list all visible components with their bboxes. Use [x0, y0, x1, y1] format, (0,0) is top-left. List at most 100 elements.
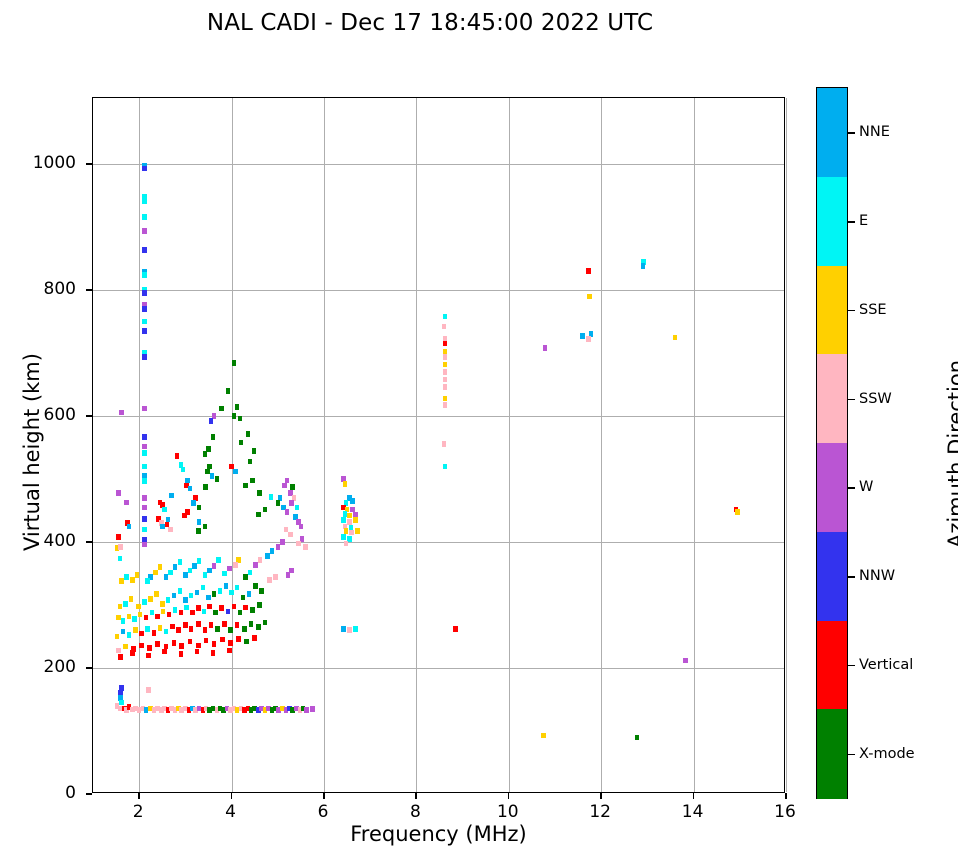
- gridline-horizontal: [93, 668, 784, 669]
- data-point: [442, 384, 448, 390]
- data-point: [296, 540, 301, 547]
- data-point: [120, 618, 126, 624]
- data-point: [196, 504, 202, 511]
- data-point: [251, 447, 257, 454]
- data-point: [143, 614, 149, 621]
- data-point: [142, 162, 147, 169]
- data-point: [130, 706, 135, 713]
- data-point: [243, 482, 248, 489]
- data-point: [213, 609, 218, 616]
- data-point: [348, 525, 354, 532]
- data-point: [234, 404, 240, 411]
- data-point: [163, 643, 169, 650]
- data-point: [171, 592, 177, 599]
- data-point: [114, 544, 120, 551]
- data-point: [310, 706, 315, 712]
- data-point: [145, 626, 150, 632]
- data-point: [290, 707, 295, 714]
- x-tick-label: 14: [681, 802, 704, 822]
- colorbar-label-e: E: [859, 213, 869, 230]
- data-point: [214, 707, 220, 714]
- data-point: [276, 707, 281, 714]
- data-point: [289, 567, 294, 574]
- data-point: [257, 490, 262, 496]
- data-point: [223, 583, 229, 589]
- data-point: [142, 526, 147, 533]
- data-point: [136, 603, 141, 610]
- x-tick-mark: [507, 793, 510, 799]
- data-point: [273, 705, 278, 712]
- data-point: [442, 395, 448, 402]
- data-point: [283, 707, 289, 714]
- data-point: [259, 588, 264, 594]
- y-tick-label: 400: [43, 531, 76, 552]
- data-point: [142, 450, 147, 457]
- data-point: [193, 707, 198, 714]
- data-point: [133, 705, 138, 712]
- data-point: [347, 512, 352, 519]
- data-point: [347, 495, 352, 501]
- data-point: [238, 439, 244, 446]
- y-tick-mark: [86, 163, 92, 165]
- data-point: [672, 334, 678, 341]
- data-point: [142, 541, 147, 548]
- data-point: [586, 336, 591, 343]
- data-point: [159, 707, 164, 714]
- colorbar-label-sse: SSE: [859, 301, 887, 318]
- data-point: [142, 350, 147, 356]
- colorbar-tick: [848, 132, 855, 134]
- colorbar-tick: [848, 221, 855, 223]
- colorbar-tick: [848, 487, 855, 489]
- data-point: [142, 495, 147, 501]
- data-point: [118, 690, 123, 697]
- data-point: [441, 441, 447, 447]
- data-point: [355, 527, 360, 534]
- data-point: [442, 340, 448, 347]
- data-point: [225, 608, 231, 615]
- colorbar: NNE E SSE SSW W NNW Vertical X-mode: [816, 87, 915, 799]
- x-tick-label: 12: [589, 802, 611, 822]
- data-point: [119, 699, 124, 706]
- data-point: [202, 627, 208, 634]
- data-point: [148, 595, 153, 602]
- data-point: [149, 609, 155, 616]
- data-point: [156, 515, 161, 522]
- data-point: [243, 604, 248, 611]
- data-point: [221, 707, 226, 714]
- data-point: [634, 734, 640, 741]
- data-point: [252, 705, 257, 712]
- data-point: [228, 640, 233, 646]
- data-point: [142, 328, 147, 334]
- data-point: [442, 369, 448, 375]
- x-tick-label: 10: [496, 802, 519, 822]
- data-point: [247, 458, 253, 465]
- data-point: [196, 621, 201, 627]
- data-point: [259, 705, 264, 712]
- colorbar-label-ssw: SSW: [859, 390, 892, 407]
- data-point: [280, 539, 285, 545]
- x-tick-label: 4: [225, 802, 236, 822]
- data-point: [294, 705, 299, 712]
- data-point: [148, 573, 153, 580]
- data-point: [222, 621, 227, 627]
- data-point: [242, 707, 247, 714]
- colorbar-label-nnw: NNW: [859, 568, 896, 585]
- data-point: [142, 318, 147, 325]
- colorbar-segment-vertical: [817, 620, 847, 710]
- data-point: [343, 500, 349, 506]
- data-point: [287, 705, 292, 712]
- data-point: [187, 485, 193, 492]
- data-point: [117, 555, 123, 562]
- data-point: [166, 611, 172, 618]
- colorbar-tick: [848, 753, 855, 756]
- grid-lines: [93, 98, 787, 792]
- data-point: [227, 647, 232, 654]
- data-point: [178, 651, 184, 657]
- data-point: [202, 572, 208, 578]
- data-point: [269, 548, 275, 554]
- data-point: [142, 478, 147, 484]
- colorbar-segment-sse: [817, 265, 847, 355]
- data-point: [118, 653, 123, 660]
- x-tick-mark: [138, 793, 140, 799]
- data-point: [157, 564, 163, 571]
